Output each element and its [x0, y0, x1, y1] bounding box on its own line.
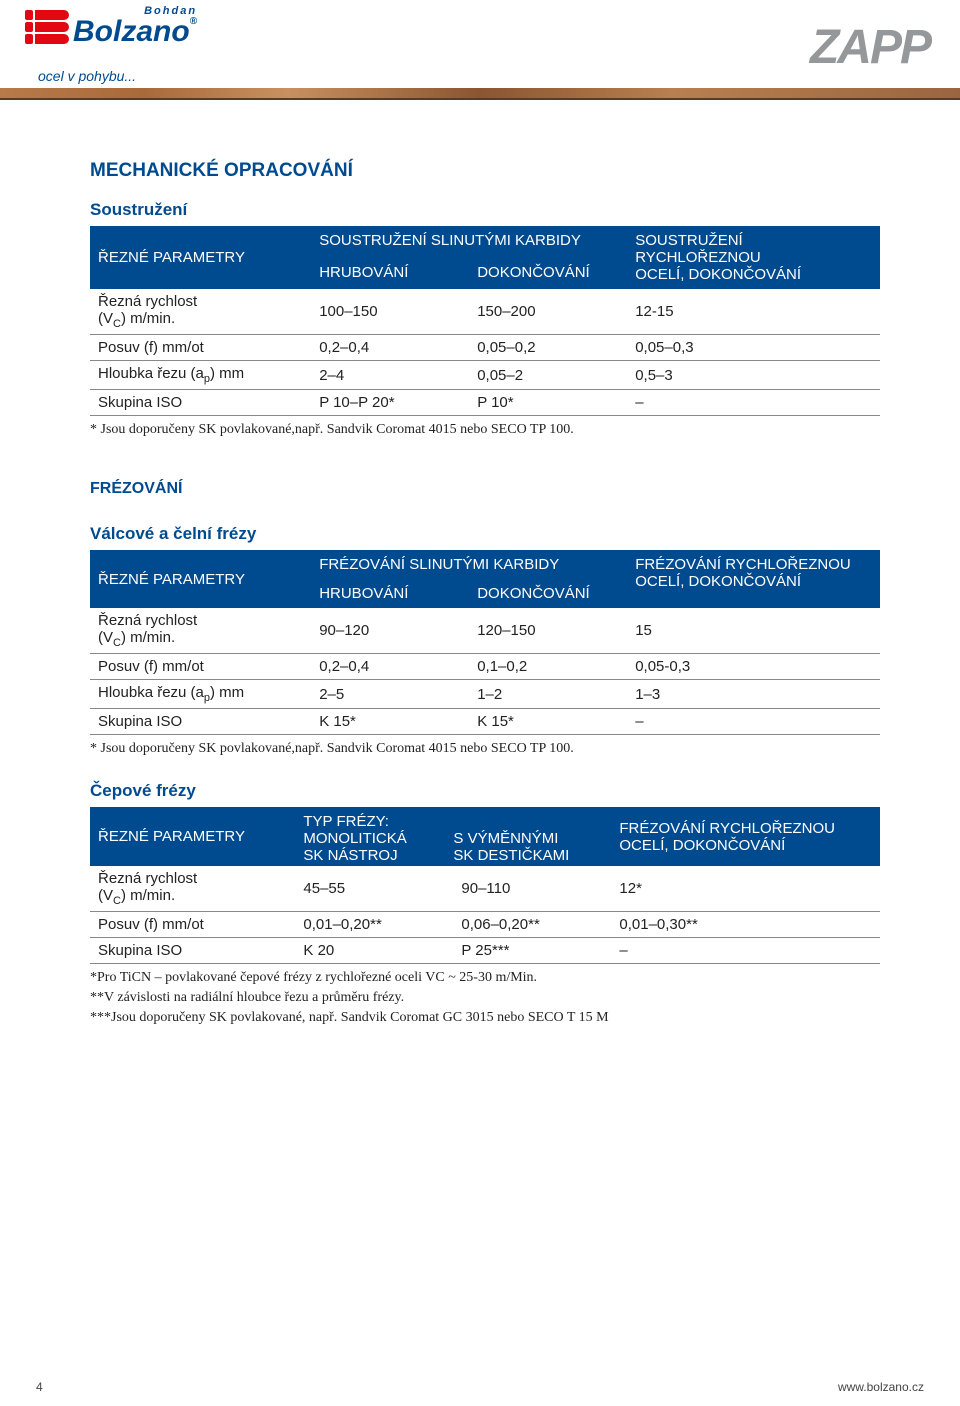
cell: K 15*: [311, 709, 469, 735]
th-right: FRÉZOVÁNÍ RYCHLOŘEZNOU OCELÍ, DOKONČOVÁN…: [611, 807, 880, 866]
cell: 0,05–0,3: [627, 335, 880, 361]
cell: 12*: [611, 866, 880, 912]
section-facemill-title: Válcové a čelní frézy: [90, 524, 880, 544]
cell: K 15*: [469, 709, 627, 735]
note-endmill-3: ***Jsou doporučeny SK povlakované, např.…: [90, 1010, 880, 1026]
cell: 0,05–2: [469, 361, 627, 390]
th-param: ŘEZNÉ PARAMETRY: [90, 226, 311, 289]
note-endmill-2: **V závislosti na radiální hloubce řezu …: [90, 990, 880, 1006]
th-param: ŘEZNÉ PARAMETRY: [90, 807, 295, 866]
note-facemill: * Jsou doporučeny SK povlakované,např. S…: [90, 741, 880, 757]
cell: 120–150: [469, 608, 627, 654]
cell: 15: [627, 608, 880, 654]
cell: Posuv (f) mm/ot: [90, 335, 311, 361]
note-endmill-1: *Pro TiCN – povlakované čepové frézy z r…: [90, 970, 880, 986]
cell: 0,5–3: [627, 361, 880, 390]
th-hrubovani: HRUBOVÁNÍ: [311, 258, 469, 290]
cell: 0,05-0,3: [627, 654, 880, 680]
cell: 0,1–0,2: [469, 654, 627, 680]
cell: K 20: [295, 938, 453, 964]
cell: 2–5: [311, 680, 469, 709]
cell: –: [627, 390, 880, 416]
cell-speed-label: Řezná rychlost (VC) m/min.: [90, 608, 311, 654]
cell: 0,01–0,30**: [611, 912, 880, 938]
footer-url: www.bolzano.cz: [838, 1380, 924, 1394]
note-turning: * Jsou doporučeny SK povlakované,např. S…: [90, 422, 880, 438]
cell: 100–150: [311, 289, 469, 335]
th-mid-top: FRÉZOVÁNÍ SLINUTÝMI KARBIDY: [311, 550, 627, 579]
th-dokoncovani: DOKONČOVÁNÍ: [469, 258, 627, 290]
logo-zapp: zapp: [810, 20, 930, 75]
cell: 0,2–0,4: [311, 654, 469, 680]
cell: P 25***: [453, 938, 611, 964]
cell: Posuv (f) mm/ot: [90, 912, 295, 938]
cell: 12-15: [627, 289, 880, 335]
table-turning: ŘEZNÉ PARAMETRY SOUSTRUŽENÍ SLINUTÝMI KA…: [90, 226, 880, 416]
th-mid: TYP FRÉZY: MONOLITICKÁ SK NÁSTROJ S VÝMĚ…: [295, 807, 611, 866]
logo-main-text: Bolzano: [73, 15, 190, 48]
cell: 1–3: [627, 680, 880, 709]
cell: 0,2–0,4: [311, 335, 469, 361]
table-facemill: ŘEZNÉ PARAMETRY FRÉZOVÁNÍ SLINUTÝMI KARB…: [90, 550, 880, 735]
header-strip: [0, 88, 960, 100]
cell: 0,06–0,20**: [453, 912, 611, 938]
cell: –: [611, 938, 880, 964]
cell: 90–120: [311, 608, 469, 654]
cell: Hloubka řezu (ap) mm: [90, 361, 311, 390]
cell: P 10–P 20*: [311, 390, 469, 416]
cell: Posuv (f) mm/ot: [90, 654, 311, 680]
th-dokoncovani: DOKONČOVÁNÍ: [469, 579, 627, 608]
cell: 2–4: [311, 361, 469, 390]
cell: Hloubka řezu (ap) mm: [90, 680, 311, 709]
table-endmill: ŘEZNÉ PARAMETRY TYP FRÉZY: MONOLITICKÁ S…: [90, 807, 880, 964]
cell: 1–2: [469, 680, 627, 709]
cell-speed-label: Řezná rychlost (VC) m/min.: [90, 289, 311, 335]
logo-registered: ®: [190, 16, 197, 27]
th-right: SOUSTRUŽENÍ RYCHLOŘEZNOU OCELÍ, DOKONČOV…: [627, 226, 880, 289]
tagline: ocel v pohybu...: [38, 68, 136, 84]
logo-mark-icon: [35, 10, 69, 44]
header-banner: Bohdan Bolzano® ocel v pohybu... zapp: [0, 0, 960, 100]
cell: P 10*: [469, 390, 627, 416]
cell: 0,01–0,20**: [295, 912, 453, 938]
section-milling-title: FRÉZOVÁNÍ: [90, 480, 880, 498]
cell: –: [627, 709, 880, 735]
page-footer: 4 www.bolzano.cz: [0, 1380, 960, 1394]
cell: Skupina ISO: [90, 390, 311, 416]
cell: 150–200: [469, 289, 627, 335]
th-param: ŘEZNÉ PARAMETRY: [90, 550, 311, 608]
cell-speed-label: Řezná rychlost (VC) m/min.: [90, 866, 295, 912]
page-title: MECHANICKÉ OPRACOVÁNÍ: [90, 160, 880, 182]
th-right: FRÉZOVÁNÍ RYCHLOŘEZNOU OCELÍ, DOKONČOVÁN…: [627, 550, 880, 608]
th-mid-top: SOUSTRUŽENÍ SLINUTÝMI KARBIDY: [311, 226, 627, 258]
cell: 0,05–0,2: [469, 335, 627, 361]
logo-bolzano: Bohdan Bolzano®: [35, 6, 197, 47]
page-number: 4: [36, 1380, 43, 1394]
section-endmill-title: Čepové frézy: [90, 781, 880, 801]
cell: Skupina ISO: [90, 938, 295, 964]
th-hrubovani: HRUBOVÁNÍ: [311, 579, 469, 608]
cell: Skupina ISO: [90, 709, 311, 735]
cell: 90–110: [453, 866, 611, 912]
cell: 45–55: [295, 866, 453, 912]
section-turning-title: Soustružení: [90, 200, 880, 220]
